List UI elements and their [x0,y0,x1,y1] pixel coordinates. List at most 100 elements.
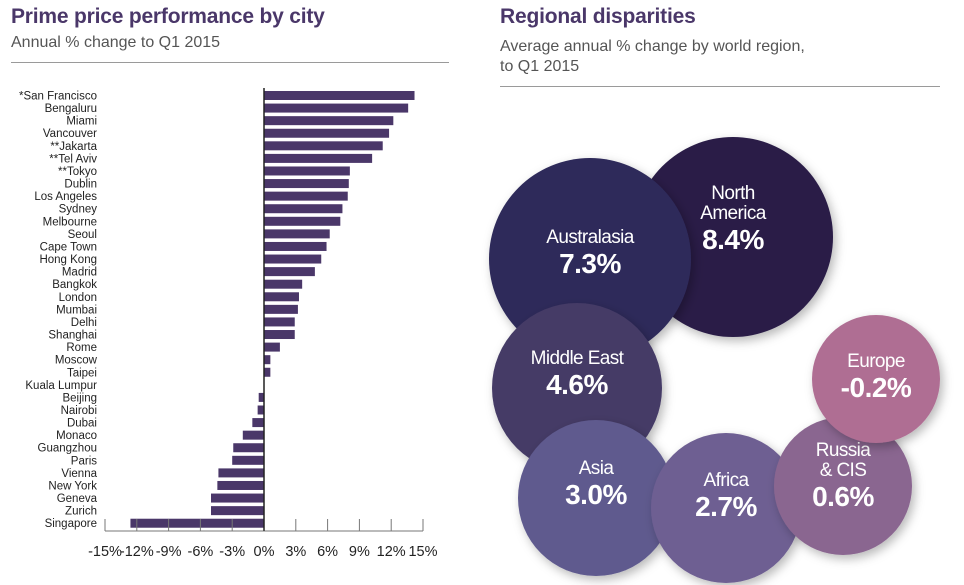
bubble-region-name: Europe [847,351,905,372]
bubble-circle [492,303,662,473]
bar [211,493,264,503]
bar [264,330,295,340]
city-label: London [59,292,97,304]
bubble-value-label: 3.0% [565,479,627,510]
bubble-region-name: America [700,203,767,224]
city-label: Dublin [64,179,97,191]
city-label: **Tel Aviv [49,153,97,165]
bar-chart: *San FranciscoBengaluruMiamiVancouver**J… [19,88,438,560]
bar [264,279,303,289]
x-tick-label: 9% [349,544,370,560]
city-label: Geneva [57,493,98,505]
city-label: Dubai [67,418,97,430]
bubble-region-name: Africa [704,470,750,491]
city-label: Melbourne [43,216,97,228]
bubble-chart-subtitle-line2: to Q1 2015 [500,58,580,75]
x-tick-label: 12% [377,544,406,560]
bubble-region-name: Middle East [531,348,625,369]
x-tick-label: -12% [120,544,154,560]
bar [232,455,264,465]
city-label: **Tokyo [58,166,97,178]
bar [264,103,409,113]
bubble-region-name: & CIS [820,460,867,481]
bubble-circle [651,433,801,583]
bar [264,241,327,251]
bar [130,518,264,528]
bubble-value-label: 7.3% [559,248,621,279]
bubble-europe: Europe-0.2% [812,315,940,443]
city-label: Hong Kong [39,254,97,266]
bar [264,267,315,277]
bubble-value-label: 2.7% [695,491,757,522]
city-label: Rome [66,342,97,354]
city-label: Shanghai [48,330,97,342]
city-label: *San Francisco [19,91,97,103]
bar [264,317,295,327]
bar [264,91,415,100]
x-tick-label: -3% [219,544,245,560]
city-label: Miami [66,116,97,128]
bubble-circle [774,417,912,555]
bar [264,128,390,138]
bar [264,179,349,189]
bar [217,480,264,490]
bubble-chart-title: Regional disparities [500,5,696,28]
bar [264,191,348,201]
bubble-value-label: -0.2% [841,372,912,403]
city-label: Zurich [65,506,97,518]
bar [264,355,271,365]
bar [242,430,264,440]
city-label: Mumbai [56,304,97,316]
x-tick-label: -15% [88,544,122,560]
bar [264,342,280,352]
bar [252,418,264,428]
bar [264,166,350,176]
city-label: Cape Town [40,241,97,253]
bar [218,468,264,478]
bubble-value-label: 4.6% [546,369,608,400]
bubble-chart-divider [500,86,940,87]
bubble-region-name: Australasia [546,227,634,248]
bubble-circle [633,137,833,337]
bubble-circle [518,420,674,576]
x-axis: -15%-12% -9% -6% -3% 0% 3% 6% 9% 12% 15% [88,519,438,560]
city-label: Delhi [71,317,97,329]
bar [264,229,330,239]
bar [258,392,264,402]
city-label: Vienna [61,468,97,480]
city-label: Guangzhou [38,443,97,455]
city-label: **Jakarta [50,141,97,153]
city-label: Kuala Lumpur [25,380,97,392]
city-label: Monaco [56,430,97,442]
city-labels: *San FranciscoBengaluruMiamiVancouver**J… [19,91,98,531]
bar [264,216,341,226]
bar [257,405,264,415]
x-tick-label: -9% [156,544,182,560]
bar [264,304,298,314]
bubble-value-label: 0.6% [812,481,874,512]
bubble-chart-subtitle: Average annual % change by world region,… [500,37,920,77]
city-label: Sydney [59,204,98,216]
city-label: New York [48,480,97,492]
bubble-value-label: 8.4% [702,224,764,255]
city-label: Los Angeles [34,191,97,203]
bar-chart-divider [11,62,449,63]
bar [264,292,299,302]
bubble-region-name: North [711,183,754,204]
bubble-region-name: Russia [816,440,872,461]
x-tick-label: -6% [188,544,214,560]
bar [233,443,264,453]
bars [130,91,415,528]
city-label: Paris [71,455,97,467]
bar-chart-title: Prime price performance by city [11,5,325,28]
city-label: Moscow [55,355,98,367]
bar [264,367,271,377]
bar [264,141,383,151]
bubble-circle [489,158,691,360]
bubble-region-name: Asia [579,458,615,479]
bar [211,506,264,516]
